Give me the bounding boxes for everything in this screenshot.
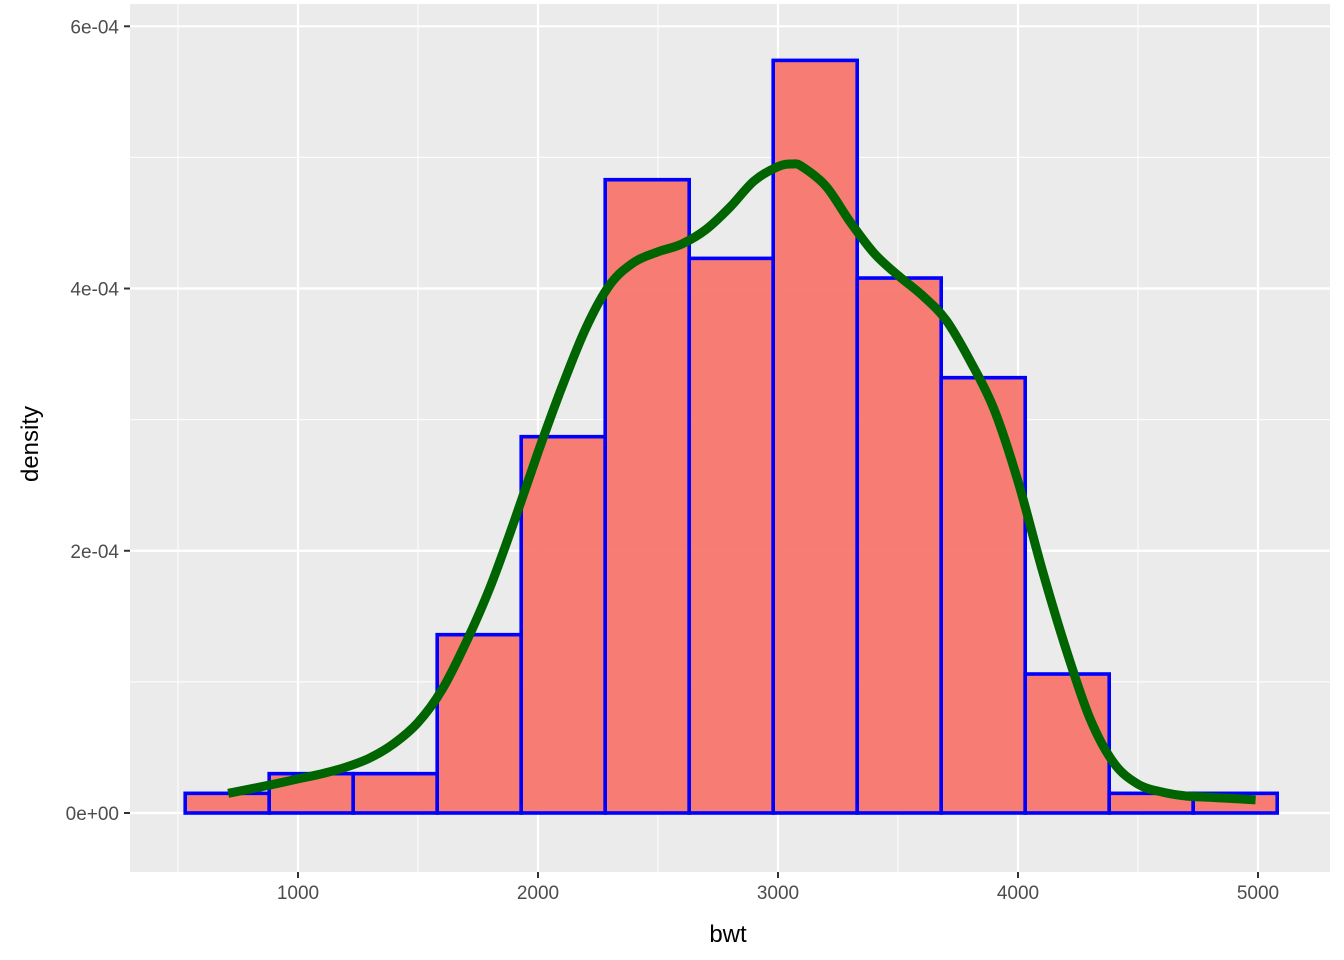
x-tick-label: 3000: [757, 883, 799, 904]
x-tick-label: 4000: [997, 883, 1039, 904]
histogram-bar: [603, 177, 692, 815]
histogram-bar: [1023, 672, 1111, 815]
density-curve-group: [227, 159, 1256, 805]
x-tick-label: 1000: [277, 883, 319, 904]
y-tick-label: 6e-04: [70, 17, 119, 38]
x-axis-title: bwt: [709, 921, 747, 948]
x-tick-label: 5000: [1237, 883, 1279, 904]
histogram-bar: [435, 632, 524, 815]
y-tick-label: 2e-04: [70, 542, 119, 563]
histogram-bar: [771, 58, 860, 815]
x-axis: 1000 2000 3000 4000 5000: [277, 872, 1279, 904]
histogram-bar: [855, 276, 944, 815]
y-axis-title: density: [17, 406, 44, 482]
x-tick-label: 2000: [517, 883, 559, 904]
histogram-bar: [687, 256, 776, 815]
histogram-bar: [183, 791, 271, 815]
density-curve: [227, 159, 1256, 805]
y-axis: 0e+00 2e-04 4e-04 6e-04: [66, 17, 130, 825]
y-tick-label: 4e-04: [70, 280, 119, 301]
histogram-bars: [183, 58, 1279, 815]
histogram-bar: [351, 771, 440, 815]
histogram-bar: [519, 434, 608, 815]
y-tick-label: 0e+00: [66, 804, 119, 825]
histogram-bar: [939, 375, 1028, 815]
